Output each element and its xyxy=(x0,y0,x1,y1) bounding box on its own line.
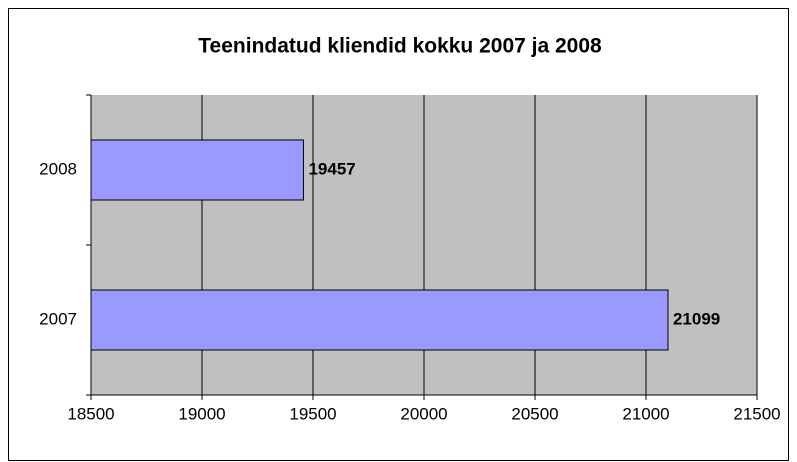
data-label: 21099 xyxy=(673,309,720,328)
bar xyxy=(90,139,304,201)
data-label: 19457 xyxy=(308,159,355,178)
bar xyxy=(90,289,669,351)
x-tick-label: 20500 xyxy=(511,404,558,423)
x-tick-label: 19500 xyxy=(289,404,336,423)
y-tick-label: 2007 xyxy=(39,309,77,328)
chart-title: Teenindatud kliendid kokku 2007 ja 2008 xyxy=(198,35,602,58)
x-tick-label: 21000 xyxy=(622,404,669,423)
x-tick-label: 19000 xyxy=(178,404,225,423)
x-tick-label: 18500 xyxy=(67,404,114,423)
y-tick-label: 2008 xyxy=(39,159,77,178)
x-tick-label: 21500 xyxy=(733,404,780,423)
x-tick-label: 20000 xyxy=(400,404,447,423)
